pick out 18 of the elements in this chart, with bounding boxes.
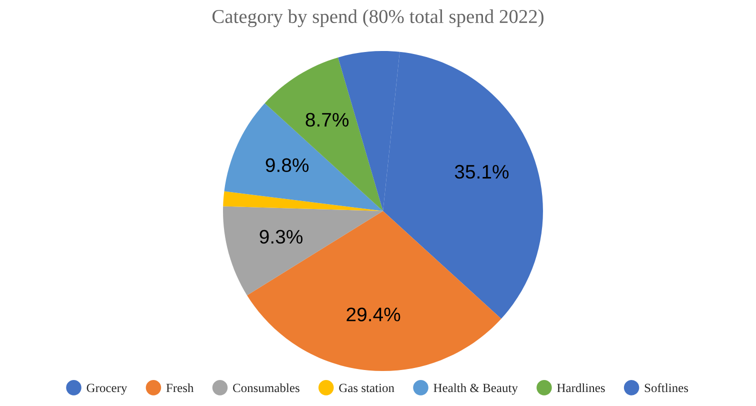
chart-title: Category by spend (80% total spend 2022) <box>212 9 544 28</box>
pie-slice <box>247 211 502 371</box>
legend-label: Fresh <box>166 383 194 392</box>
legend-label: Hardlines <box>557 383 605 392</box>
data-label: 8.7% <box>306 112 349 127</box>
legend-label: Gas station <box>339 384 394 392</box>
legend-label: Health & Beauty <box>434 383 518 395</box>
legend-label: Grocery <box>86 384 128 395</box>
pie-slice <box>264 57 383 211</box>
data-label: 9.3% <box>260 230 302 244</box>
legend-label: Consumables <box>233 383 300 392</box>
pie-slice <box>223 206 383 296</box>
legend-label: Softlines <box>644 383 688 392</box>
pie-slice <box>224 103 383 211</box>
data-label: 29.4% <box>346 308 400 322</box>
data-label: 35.1% <box>454 164 509 179</box>
data-label: 9.8% <box>266 158 309 172</box>
pie-slice <box>223 191 383 211</box>
